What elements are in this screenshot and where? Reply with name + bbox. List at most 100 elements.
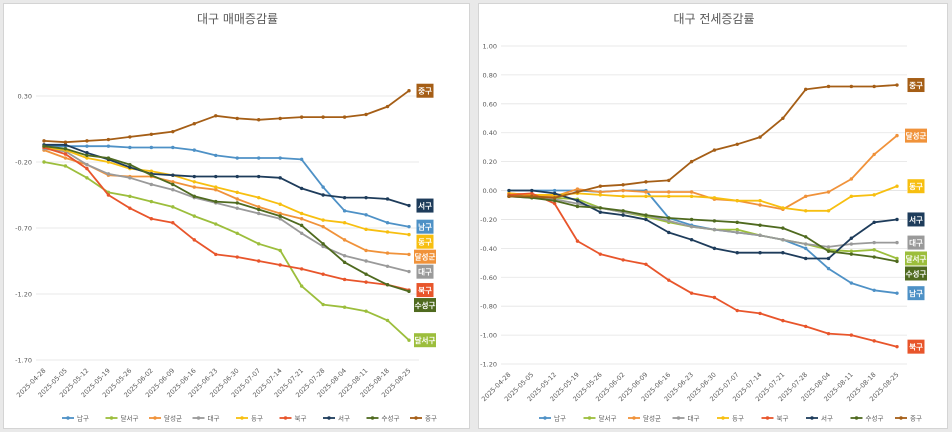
sale-change-chart: 대구 매매증감률-1.70-1.20-0.70-0.200.302025-04-… [15,12,437,423]
data-point-7 [712,219,717,223]
end-label-2: 달성군 [906,131,927,141]
data-point-3 [712,227,717,232]
data-point-6 [128,165,132,169]
data-point-5 [621,258,625,262]
legend-label-4: 동구 [732,415,744,423]
data-point-1 [257,242,261,246]
data-point-8 [192,122,196,126]
data-point-7 [598,206,602,210]
data-point-7 [621,209,625,213]
data-point-6 [644,217,648,222]
data-point-7 [804,235,808,239]
end-label-8: 중구 [418,87,432,96]
end-label-box-7 [414,298,436,313]
data-point-4 [278,202,282,206]
data-point-4 [621,194,625,199]
legend-marker-1 [587,416,592,420]
legend-label-5: 북구 [777,415,789,423]
data-point-4 [257,195,261,200]
data-point-8 [826,84,831,89]
data-point-8 [85,139,89,143]
data-point-6 [667,230,671,235]
legend-label-8: 중구 [425,415,437,423]
data-point-8 [235,116,239,121]
data-point-8 [385,104,390,109]
data-point-6 [804,256,808,261]
data-point-8 [106,137,111,142]
data-point-3 [235,206,239,210]
data-point-5 [598,252,602,256]
data-point-6 [85,151,89,155]
data-point-0 [106,144,111,148]
data-point-8 [128,135,132,139]
series-line-6 [509,189,898,260]
data-point-5 [321,272,325,276]
y-tick-label: -1.70 [15,357,32,365]
data-point-6 [214,174,218,179]
legend-label-1: 달서구 [121,414,139,423]
legend-label-6: 서구 [338,414,350,423]
data-point-4 [667,194,671,199]
data-point-1 [872,248,876,252]
data-point-5 [128,206,132,210]
end-label-8: 중구 [909,81,923,90]
data-point-0 [385,221,390,225]
data-point-3 [849,242,854,246]
data-point-2 [621,188,625,193]
data-point-5 [171,221,175,225]
data-point-6 [621,213,625,217]
data-point-0 [128,145,132,150]
end-label-6: 서구 [909,214,923,224]
end-label-box-7 [905,266,927,281]
data-point-3 [758,233,762,238]
sale-change-chart-panel: 대구 매매증감률 -1.70 -1.20 -0.70 -0.20 0.30 2025-04-… [3,3,470,429]
data-point-7 [128,162,132,167]
legend-marker-2 [153,416,157,420]
end-label-4: 동구 [909,182,923,191]
data-point-3 [257,211,261,216]
data-point-5 [85,166,89,171]
data-point-4 [895,184,899,188]
data-point-7 [667,216,671,220]
data-point-1 [321,302,325,307]
end-label-3: 대구 [909,238,923,248]
lease-change-chart: 대구 전세증감률 -1.20 -1.00 -0.80 -0.60 -0.40 -0.20 0.… [480,12,927,423]
data-point-4 [235,190,239,195]
data-point-8 [895,83,899,87]
data-point-2 [804,194,808,199]
y-tick-label: -0.20 [480,216,497,224]
data-point-6 [63,143,68,147]
data-point-8 [552,196,557,200]
series-line-1 [43,161,410,341]
data-point-8 [171,129,175,134]
data-point-4 [364,227,368,232]
legend-marker-4 [721,416,725,420]
data-point-7 [552,198,557,203]
y-tick-label: -0.70 [15,225,32,233]
y-tick-label: 0.00 [483,187,497,195]
series-line-3 [43,147,410,273]
data-point-0 [235,156,239,160]
series-line-0 [509,189,898,295]
end-label-box-5 [416,283,434,298]
data-point-0 [278,156,282,160]
data-point-0 [321,185,325,189]
end-label-box-3 [907,235,925,250]
data-point-2 [299,217,304,221]
data-point-5 [192,238,196,242]
data-point-2 [872,152,876,157]
legend-marker-7 [370,416,375,420]
end-label-6: 서구 [418,201,432,211]
data-point-2 [278,211,282,216]
data-point-6 [530,188,534,193]
data-point-3 [804,242,808,246]
data-point-1 [385,318,390,323]
data-point-1 [364,309,368,313]
chart-title: 대구 매매증감률 [197,12,278,26]
data-point-7 [849,252,854,256]
data-point-5 [235,255,239,259]
data-point-8 [712,148,717,152]
data-point-4 [849,194,854,199]
data-point-2 [321,224,325,229]
data-point-8 [214,114,218,118]
